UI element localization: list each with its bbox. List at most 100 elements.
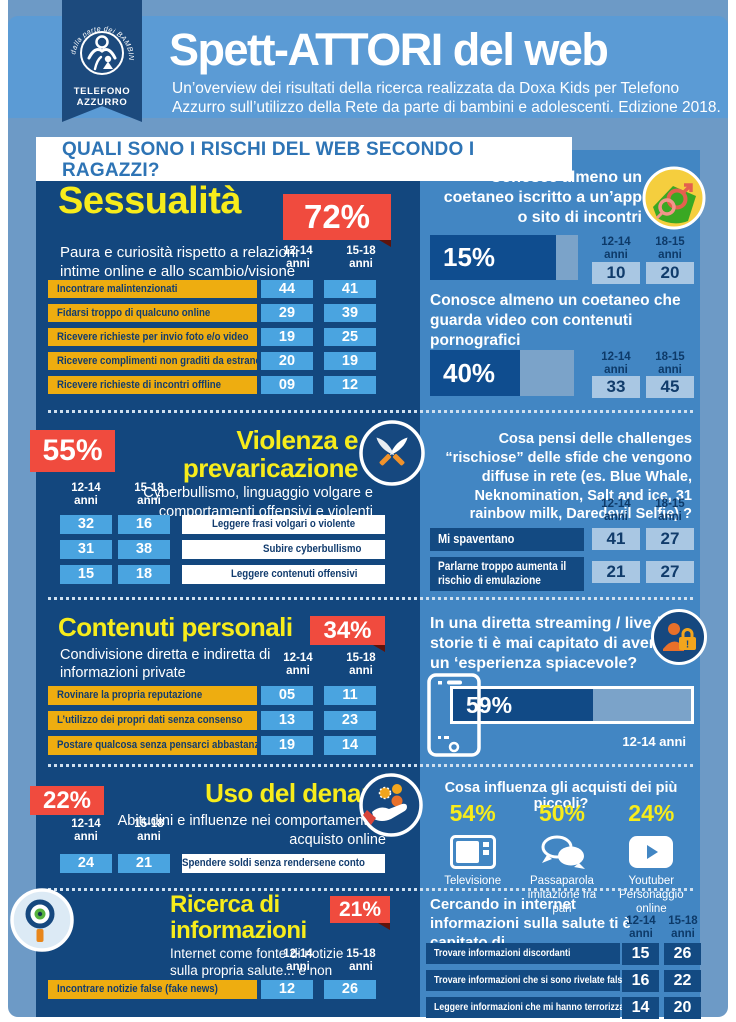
question-porn-video: Conosce almeno un coetaneo che guarda vi… xyxy=(430,292,681,350)
value-15-18: 21 xyxy=(118,854,170,873)
tv-icon xyxy=(428,831,517,873)
value-18-15: 20 xyxy=(646,262,694,284)
gender-symbols-icon xyxy=(642,166,706,230)
logo-figure-icon: dalla parte dei BAMBINI xyxy=(62,0,136,75)
row-label: Leggere contenuti offensivi xyxy=(182,565,385,584)
hand-coins-icon xyxy=(359,773,423,837)
col-header-18-15: 18-15 anni xyxy=(655,351,685,377)
value-12-14: 10 xyxy=(592,262,640,284)
value-15-18: 18 xyxy=(118,565,170,584)
table-row: 31 38 Subire cyberbullismo xyxy=(60,540,385,559)
bar-fill: 15% xyxy=(430,235,556,280)
section-title-denaro: Uso del denaro xyxy=(205,778,386,808)
col-header-18-15: 18-15 anni xyxy=(655,236,685,262)
telefono-azzurro-logo: dalla parte dei BAMBINI TELEFONO AZZURRO xyxy=(62,0,142,122)
value-12-14: 14 xyxy=(622,997,659,1019)
main-question-text: QUALI SONO I RISCHI DEL WEB SECONDO I RA… xyxy=(62,139,475,182)
bar-track xyxy=(556,235,578,280)
row-label: Rovinare la propria reputazione xyxy=(48,686,257,705)
smartphone-icon xyxy=(427,673,481,757)
bar-track xyxy=(520,350,574,396)
table-row: Incontrare malintenzionati 44 41 xyxy=(48,280,376,298)
left-panel: Sessualità 72% Paura e curiosità rispett… xyxy=(30,150,420,1017)
pct-word-of-mouth: 50% xyxy=(538,800,586,826)
value-18-15: 27 xyxy=(646,561,694,583)
value-12-14: 41 xyxy=(592,528,640,550)
pct-badge-ricerca: 21% xyxy=(330,896,390,930)
value-15-18: 26 xyxy=(324,980,376,999)
dotted-separator xyxy=(48,597,693,600)
ricerca-table: Incontrare notizie false (fake news) 12 … xyxy=(48,980,376,999)
table-row: Incontrare notizie false (fake news) 12 … xyxy=(48,980,376,999)
bar-dating-app: 15% xyxy=(430,235,578,280)
value-15-18: 20 xyxy=(664,997,701,1019)
row-label: Ricevere complimenti non graditi da estr… xyxy=(48,352,257,370)
value-12-14: 13 xyxy=(261,711,313,730)
row-label: Fidarsi troppo di qualcuno online xyxy=(48,304,257,322)
col-header-12-14: 12-14 anni xyxy=(601,351,631,377)
value-12-14: 19 xyxy=(261,328,313,346)
label-word-of-mouth: Passaparola imitazione fra pari xyxy=(527,875,597,915)
table-row: Ricevere complimenti non graditi da estr… xyxy=(48,352,376,370)
row-label: Leggere informazioni che mi hanno terror… xyxy=(426,997,633,1018)
col-header-12-14: 12-14 anni xyxy=(283,245,313,271)
age-columns-violenza: 12-14 anni 15-18 anni xyxy=(60,482,175,508)
row-label: Mi spaventano xyxy=(430,528,584,551)
influencer-youtuber: 24% Youtuber Personaggio online xyxy=(607,800,696,916)
age-columns-contenuti: 12-14 anni 15-18 anni xyxy=(272,652,387,678)
value-12-14: 05 xyxy=(261,686,313,705)
dotted-separator xyxy=(48,410,693,413)
dotted-separator xyxy=(48,764,693,767)
row-label: Leggere frasi volgari o violente xyxy=(182,515,385,534)
table-row: Postare qualcosa senza pensarci abbastan… xyxy=(48,736,376,755)
age-columns-sessualita: 12-14 anni 15-18 anni xyxy=(272,245,387,271)
value-12-14: 09 xyxy=(261,376,313,394)
table-row: 15 18 Leggere contenuti offensivi xyxy=(60,565,385,584)
pct-badge-violenza: 55% xyxy=(30,430,115,472)
svg-text:!: ! xyxy=(686,640,689,651)
person-lock-icon: ! xyxy=(651,609,707,665)
col-header-12-14: 12-14 anni xyxy=(601,236,631,262)
col-header-12-14: 12-14 anni xyxy=(71,482,101,508)
influencer-word-of-mouth: 50% Passaparola imitazione fra pari xyxy=(517,800,606,916)
row-label: Postare qualcosa senza pensarci abbastan… xyxy=(48,736,257,755)
table-row: Fidarsi troppo di qualcuno online 29 39 xyxy=(48,304,376,322)
value-15-18: 26 xyxy=(664,943,701,965)
table-row: Ricevere richieste di incontri offline 0… xyxy=(48,376,376,394)
row-label: Spendere soldi senza rendersene conto xyxy=(182,854,385,873)
label-tv: Televisione xyxy=(444,875,502,887)
col-header-15-18: 15-18 anni xyxy=(346,948,376,974)
col-header-15-18: 15-18 anni xyxy=(134,818,164,844)
col-header-15-18: 15-18 anni xyxy=(668,915,698,941)
bar-fill: 40% xyxy=(430,350,520,396)
col-header-15-18: 15-18 anni xyxy=(134,482,164,508)
section-desc-denaro: Abitudini e influenze nei comportamenti … xyxy=(117,813,386,848)
value-12-14: 24 xyxy=(60,854,112,873)
main-question-bar: QUALI SONO I RISCHI DEL WEB SECONDO I RA… xyxy=(36,137,572,181)
value-12-14: 33 xyxy=(592,376,640,398)
age-columns-ricerca: 12-14 anni 15-18 anni xyxy=(272,948,387,974)
row-label: Ricevere richieste di incontri offline xyxy=(48,376,257,394)
question-purchases: Cosa influenza gli acquisti dei più picc… xyxy=(444,780,678,812)
bar-caption: 12-14 anni xyxy=(622,734,686,749)
row-label: Ricevere richieste per invio foto e/o vi… xyxy=(48,328,257,346)
value-18-15: 45 xyxy=(646,376,694,398)
value-12-14: 21 xyxy=(592,561,640,583)
value-15-18: 19 xyxy=(324,352,376,370)
crossed-knives-icon xyxy=(359,420,425,486)
question-challenges: Cosa pensi delle challenges “rischiose” … xyxy=(445,431,692,523)
logo-line2: AZZURRO xyxy=(76,97,128,109)
row-label: Subire cyberbullismo xyxy=(182,540,385,559)
value-12-14: 12 xyxy=(261,980,313,999)
section-title-ricerca: Ricerca di informazioni xyxy=(170,891,307,944)
dotted-separator xyxy=(48,888,693,891)
denaro-table: 24 21 Spendere soldi senza rendersene co… xyxy=(60,854,385,873)
row-label: Incontrare notizie false (fake news) xyxy=(48,980,257,999)
table-row: Rovinare la propria reputazione 05 11 xyxy=(48,686,376,705)
page-title: Spett-ATTORI del web xyxy=(169,24,609,75)
value-15-18: 12 xyxy=(324,376,376,394)
section-title-contenuti: Contenuti personali xyxy=(58,612,293,642)
value-12-14: 29 xyxy=(261,304,313,322)
value-15-18: 23 xyxy=(324,711,376,730)
